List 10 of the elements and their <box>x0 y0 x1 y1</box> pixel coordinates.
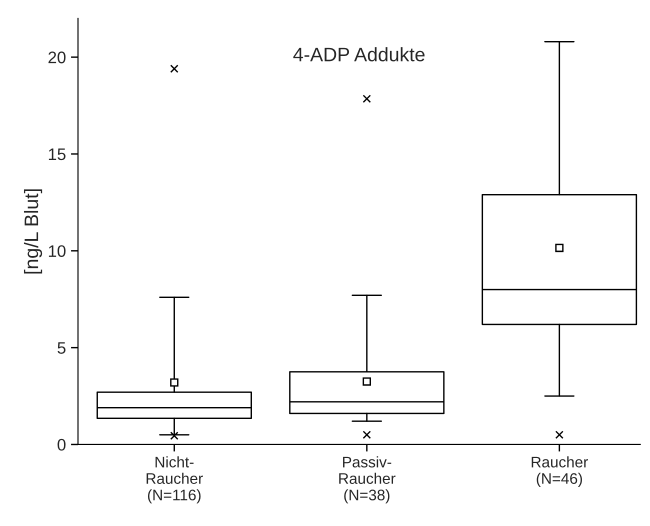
text: 4-ADP Addukte <box>293 47 425 62</box>
x-tick-label: Passiv- Raucher (N=38) <box>339 456 396 504</box>
y-tick-label: 5 <box>58 342 66 354</box>
x-tick-label: Nicht- Raucher (N=116) <box>146 456 203 504</box>
y-tick-label: 10 <box>48 245 66 258</box>
y-tick-label: 20 <box>48 52 66 64</box>
y-tick-label: 0 <box>58 438 66 451</box>
y-tick-label: 15 <box>48 148 66 160</box>
y-axis-title: [ng/L Blut] <box>24 189 42 274</box>
x-tick-label: Raucher (N=46) <box>532 456 588 487</box>
